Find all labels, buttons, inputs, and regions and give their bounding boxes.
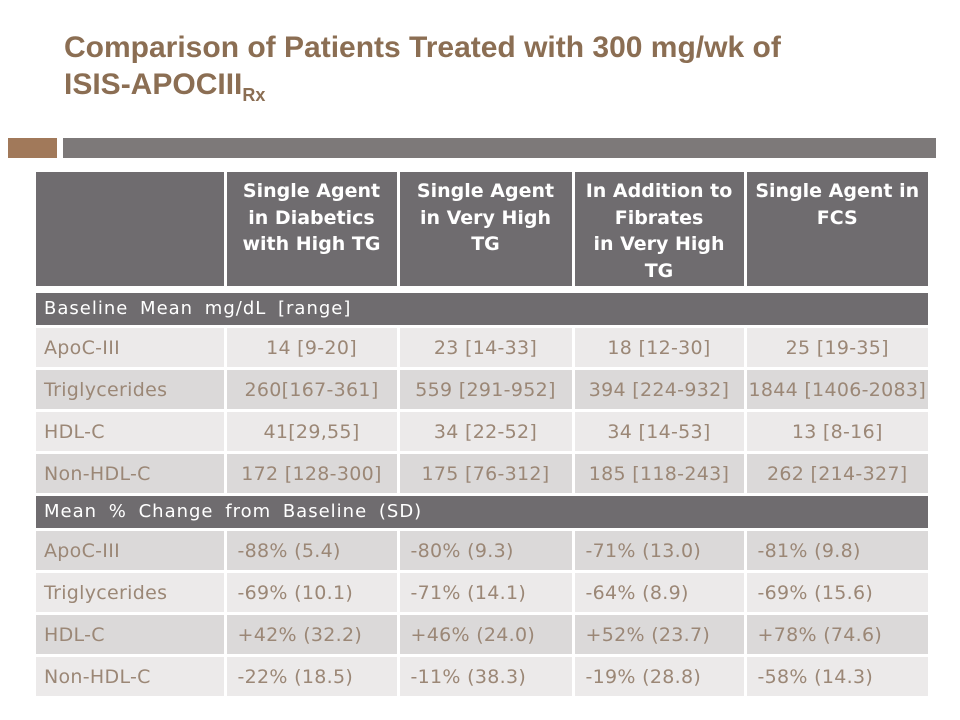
data-cell: 41[29,55] [223, 409, 400, 454]
data-cell: -11% (38.3) [396, 654, 575, 696]
data-cell: +78% (74.6) [743, 612, 928, 657]
data-cell: -80% (9.3) [396, 528, 575, 573]
data-cell: 14 [9-20] [223, 325, 400, 370]
accent-square [8, 138, 57, 158]
row-label: Triglycerides [36, 570, 227, 615]
column-header: In Addition to Fibrates in Very High TG [571, 172, 747, 293]
row-label: ApoC-III [36, 325, 227, 370]
table-row: HDL-C +42% (32.2) +46% (24.0) +52% (23.7) +7… [36, 612, 928, 657]
section-header-row: Baseline Mean mg/dL [range] [36, 288, 928, 328]
title-line1: Comparison of Patients Treated with 300 … [64, 31, 781, 64]
data-cell: 23 [14-33] [396, 325, 575, 370]
table-row: Non-HDL-C 172 [128-300] 175 [76-312] 185 [1… [36, 451, 928, 496]
table-row: ApoC-III 14 [9-20] 23 [14-33] 18 [12-30] 25 … [36, 325, 928, 370]
data-cell: -88% (5.4) [223, 528, 400, 573]
table-row: Triglycerides 260[167-361] 559 [291-952] 39… [36, 367, 928, 412]
table-row: Triglycerides -69% (10.1) -71% (14.1) -64% … [36, 570, 928, 615]
section-header-row: Mean % Change from Baseline (SD) [36, 493, 928, 531]
data-cell: 185 [118-243] [571, 451, 747, 496]
title-subscript: Rx [242, 84, 266, 105]
data-cell: +52% (23.7) [571, 612, 747, 657]
section-header-label: Baseline Mean mg/dL [range] [36, 288, 928, 328]
column-header-row: Single Agent in Diabetics with High TG Si… [36, 172, 928, 293]
accent-bar [63, 138, 936, 158]
row-label: HDL-C [36, 612, 227, 657]
table-row: Non-HDL-C -22% (18.5) -11% (38.3) -19% (28.… [36, 654, 928, 696]
row-label: ApoC-III [36, 528, 227, 573]
data-cell: -81% (9.8) [743, 528, 928, 573]
column-header: Single Agent in FCS [743, 172, 928, 293]
data-cell: 175 [76-312] [396, 451, 575, 496]
data-cell: 13 [8-16] [743, 409, 928, 454]
table-body: Baseline Mean mg/dL [range] ApoC-III 14 [9… [36, 288, 928, 696]
table-row: HDL-C 41[29,55] 34 [22-52] 34 [14-53] 13 [8-… [36, 409, 928, 454]
row-label: Triglycerides [36, 367, 227, 412]
row-label-column-header [36, 172, 227, 293]
data-cell: 172 [128-300] [223, 451, 400, 496]
table-row: ApoC-III -88% (5.4) -80% (9.3) -71% (13.0) -… [36, 528, 928, 573]
data-cell: 18 [12-30] [571, 325, 747, 370]
data-cell: 1844 [1406-2083] [743, 367, 928, 412]
row-label: Non-HDL-C [36, 451, 227, 496]
title-line2: ISIS-APOCIII [64, 67, 243, 101]
data-cell: -22% (18.5) [223, 654, 400, 696]
comparison-table: Single Agent in Diabetics with High TG Si… [36, 172, 928, 696]
data-cell: +46% (24.0) [396, 612, 575, 657]
data-cell: +42% (32.2) [223, 612, 400, 657]
data-cell: 262 [214-327] [743, 451, 928, 496]
data-cell: 394 [224-932] [571, 367, 747, 412]
data-cell: -69% (10.1) [223, 570, 400, 615]
data-cell: -69% (15.6) [743, 570, 928, 615]
data-cell: -58% (14.3) [743, 654, 928, 696]
data-cell: -71% (13.0) [571, 528, 747, 573]
data-cell: 25 [19-35] [743, 325, 928, 370]
data-cell: 34 [22-52] [396, 409, 575, 454]
data-cell: -19% (28.8) [571, 654, 747, 696]
data-cell: 34 [14-53] [571, 409, 747, 454]
section-header-label: Mean % Change from Baseline (SD) [36, 493, 928, 531]
row-label: Non-HDL-C [36, 654, 227, 696]
row-label: HDL-C [36, 409, 227, 454]
table-head: Single Agent in Diabetics with High TG Si… [36, 172, 928, 293]
column-header: Single Agent in Diabetics with High TG [223, 172, 400, 293]
column-header: Single Agent in Very High TG [396, 172, 575, 293]
data-cell: -71% (14.1) [396, 570, 575, 615]
data-cell: 559 [291-952] [396, 367, 575, 412]
data-cell: -64% (8.9) [571, 570, 747, 615]
data-cell: 260[167-361] [223, 367, 400, 412]
slide-title: Comparison of Patients Treated with 300 … [64, 30, 924, 104]
